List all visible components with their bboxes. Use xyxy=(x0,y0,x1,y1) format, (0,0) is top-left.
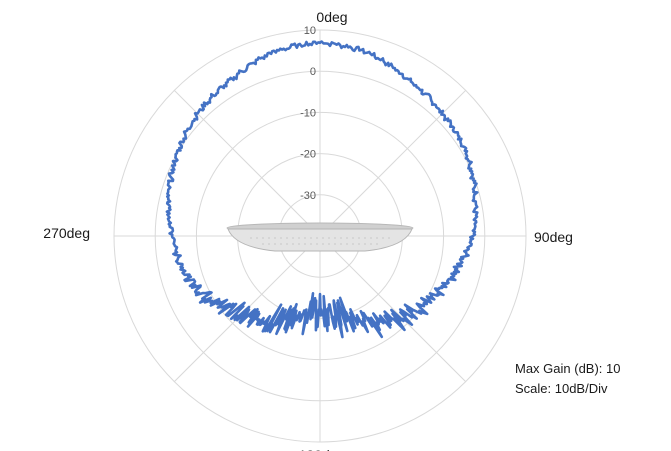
radial-tick-label: -30 xyxy=(300,190,316,202)
grid-spoke xyxy=(319,89,467,237)
grid-spoke xyxy=(173,89,321,237)
angle-label-90: 90deg xyxy=(534,229,573,245)
polar-grid xyxy=(113,29,527,443)
grid-spoke xyxy=(319,235,467,383)
angle-label-180: 180deg xyxy=(299,447,346,451)
radial-tick-label: -20 xyxy=(300,149,316,161)
angle-labels: 0deg 90deg 180deg 270deg xyxy=(43,9,573,451)
scale-label: Scale: 10dB/Div xyxy=(515,381,608,396)
radial-tick-label: -10 xyxy=(300,107,316,119)
radial-tick-label: 0 xyxy=(310,66,316,78)
radial-tick-label: 10 xyxy=(304,25,316,37)
radial-tick-labels: -30 -20 -10 0 10 xyxy=(300,25,316,202)
antenna-image xyxy=(226,222,414,252)
angle-label-0: 0deg xyxy=(316,9,347,25)
angle-label-270: 270deg xyxy=(43,225,90,241)
radiation-pattern-line xyxy=(165,40,479,339)
max-gain-label: Max Gain (dB): 10 xyxy=(515,361,621,376)
